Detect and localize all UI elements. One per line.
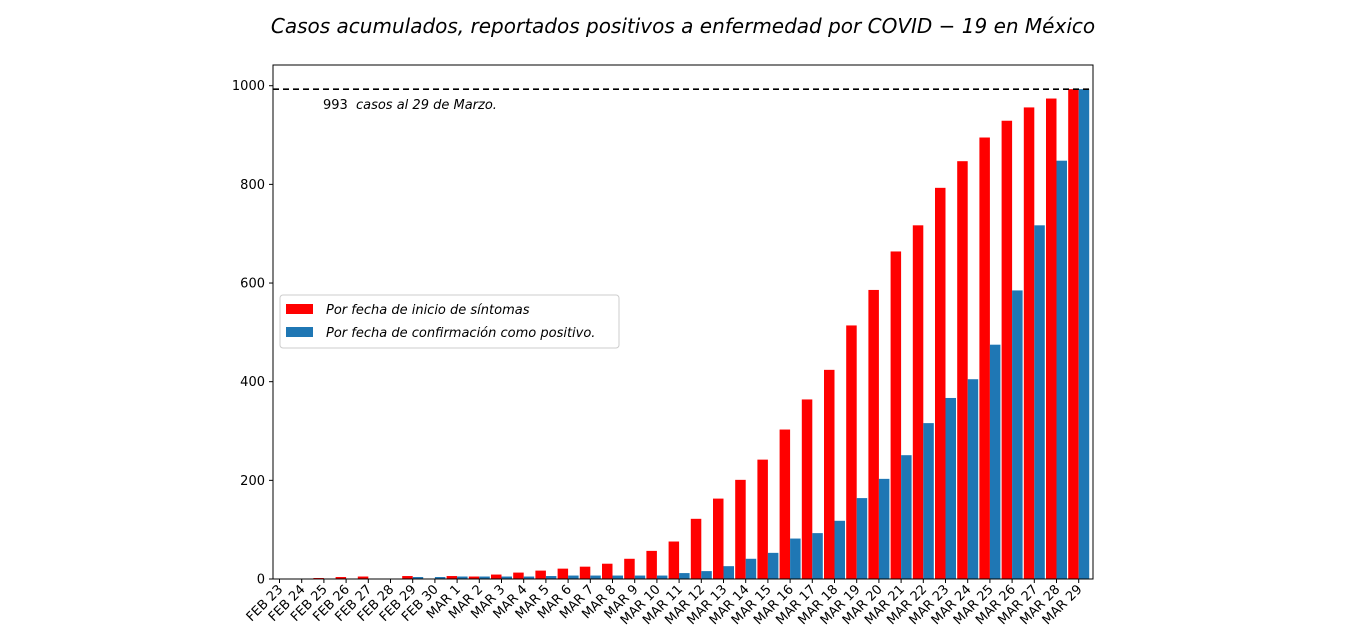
legend: Por fecha de inicio de síntomas Por fech… — [279, 294, 620, 349]
bar-confirmacion-16 — [634, 575, 646, 579]
y-tick-label-0: 0 — [257, 573, 265, 588]
bar-confirmacion-28 — [901, 455, 912, 579]
bar-sintomas-15 — [602, 563, 613, 579]
bar-confirmacion-33 — [1012, 290, 1023, 579]
bar-sintomas-11 — [513, 572, 524, 579]
bar-sintomas-32 — [979, 137, 990, 579]
bar-sintomas-14 — [579, 566, 591, 579]
bar-confirmacion-29 — [923, 423, 934, 579]
bar-sintomas-10 — [491, 574, 502, 579]
bar-confirmacion-13 — [568, 575, 579, 579]
bar-confirmacion-26 — [856, 498, 868, 579]
bar-confirmacion-14 — [590, 575, 601, 579]
bar-sintomas-35 — [1046, 98, 1057, 579]
annotation-number: 993 — [323, 98, 348, 113]
bar-sintomas-36 — [1068, 89, 1079, 580]
bar-sintomas-19 — [690, 518, 702, 579]
bar-confirmacion-30 — [945, 397, 956, 579]
bar-sintomas-13 — [557, 568, 569, 579]
bar-confirmacion-19 — [701, 571, 712, 579]
bar-sintomas-34 — [1023, 107, 1035, 580]
bar-confirmacion-11 — [523, 576, 535, 579]
y-tick-label-800: 800 — [240, 178, 265, 193]
chart-title: Casos acumulados, reportados positivos a… — [271, 14, 1095, 38]
bar-confirmacion-15 — [612, 575, 623, 579]
legend-box — [279, 294, 620, 349]
bar-sintomas-22 — [757, 459, 768, 579]
y-tick-label-600: 600 — [240, 277, 265, 292]
bar-sintomas-33 — [1001, 120, 1013, 580]
bars-group — [269, 89, 1090, 580]
legend-label-confirmacion: Por fecha de confirmación como positivo. — [326, 326, 595, 341]
bar-sintomas-30 — [935, 187, 946, 579]
bar-sintomas-9 — [468, 576, 480, 579]
bar-sintomas-27 — [868, 289, 879, 579]
bar-sintomas-6 — [402, 576, 413, 579]
bar-confirmacion-18 — [679, 573, 690, 579]
bar-confirmacion-34 — [1034, 225, 1045, 579]
y-tick-label-200: 200 — [240, 474, 265, 489]
bar-sintomas-21 — [735, 479, 746, 579]
bar-confirmacion-22 — [767, 552, 779, 579]
y-axis: 0 200 400 600 800 1000 — [232, 79, 273, 588]
bar-sintomas-17 — [646, 550, 657, 579]
bar-sintomas-31 — [957, 161, 968, 579]
bar-sintomas-25 — [824, 369, 835, 579]
bar-confirmacion-20 — [723, 566, 734, 579]
bar-confirmacion-6 — [412, 577, 424, 579]
bar-confirmacion-31 — [967, 379, 979, 579]
legend-label-sintomas: Por fecha de inicio de síntomas — [326, 303, 530, 318]
bar-confirmacion-27 — [878, 478, 890, 579]
bar-confirmacion-25 — [834, 520, 845, 579]
legend-swatch-sintomas — [286, 304, 313, 314]
bar-sintomas-26 — [846, 325, 857, 579]
bar-sintomas-20 — [713, 498, 724, 579]
legend-swatch-confirmacion — [286, 327, 313, 337]
bar-confirmacion-10 — [501, 576, 512, 579]
bar-confirmacion-21 — [745, 558, 757, 579]
bar-sintomas-18 — [668, 541, 680, 579]
bar-confirmacion-35 — [1056, 160, 1067, 579]
annotation-text: casos al 29 de Marzo. — [356, 98, 497, 113]
bar-sintomas-23 — [779, 429, 791, 579]
y-tick-label-1000: 1000 — [232, 79, 265, 94]
y-tick-label-400: 400 — [240, 375, 265, 390]
bar-sintomas-16 — [624, 558, 635, 579]
bar-confirmacion-8 — [457, 576, 468, 579]
bar-sintomas-12 — [535, 570, 546, 579]
bar-sintomas-4 — [357, 576, 369, 579]
bar-sintomas-3 — [335, 577, 347, 579]
bar-confirmacion-12 — [545, 576, 557, 579]
bar-confirmacion-24 — [812, 533, 823, 579]
bar-confirmacion-23 — [790, 538, 801, 579]
bar-confirmacion-36 — [1078, 89, 1090, 580]
bar-confirmacion-17 — [656, 575, 668, 579]
bar-sintomas-29 — [912, 225, 924, 579]
bar-sintomas-8 — [446, 576, 458, 579]
annotation-993: 993 casos al 29 de Marzo. — [323, 98, 497, 113]
bar-confirmacion-9 — [479, 576, 490, 579]
bar-confirmacion-32 — [989, 344, 1001, 579]
bar-sintomas-24 — [801, 399, 813, 579]
bar-sintomas-28 — [890, 251, 902, 579]
bar-confirmacion-7 — [434, 577, 446, 579]
axes-frame — [272, 64, 1094, 580]
